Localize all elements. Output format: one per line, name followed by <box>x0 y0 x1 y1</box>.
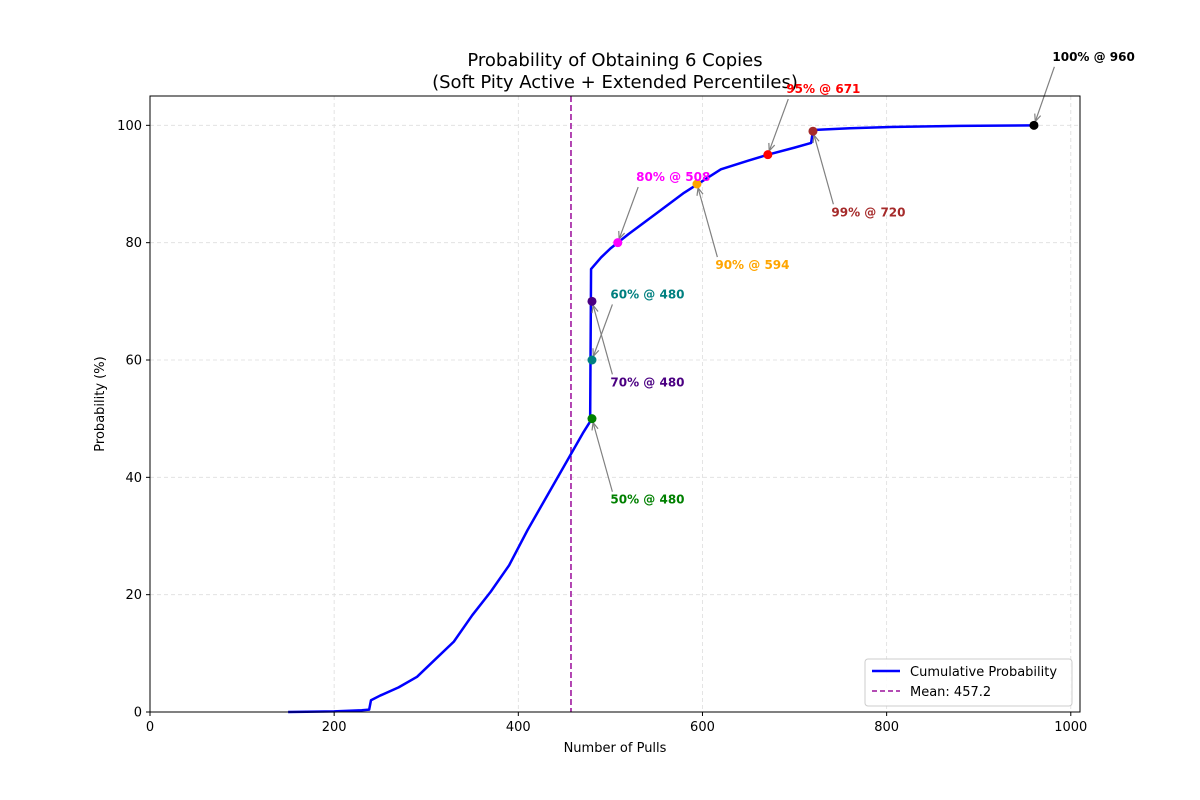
annotation-label: 90% @ 594 <box>715 258 789 272</box>
annotation-label: 50% @ 480 <box>610 493 684 507</box>
grid-lines <box>149 96 1080 713</box>
percentile-marker <box>587 414 597 424</box>
annotation-arrow <box>618 186 639 240</box>
annotation-markers <box>587 120 1039 424</box>
percentile-marker <box>587 355 597 365</box>
y-tick-label: 0 <box>134 706 142 721</box>
percentile-marker <box>1029 120 1039 130</box>
percentile-marker <box>692 179 702 189</box>
y-axis-label: Probability (%) <box>93 356 108 451</box>
x-tick-label: 600 <box>690 720 715 735</box>
chart-title-line2: (Soft Pity Active + Extended Percentiles… <box>432 72 798 93</box>
annotation-label: 95% @ 671 <box>786 82 860 96</box>
x-tick-label: 0 <box>146 720 154 735</box>
x-tick-label: 200 <box>322 720 347 735</box>
annotation-arrow <box>592 304 613 357</box>
annotation-arrow <box>592 305 613 375</box>
annotation-label: 99% @ 720 <box>831 205 905 219</box>
annotation-label: 100% @ 960 <box>1052 50 1134 64</box>
annotation-label: 60% @ 480 <box>610 287 684 301</box>
y-tick-label: 20 <box>125 588 142 603</box>
plot-frame <box>149 95 1081 713</box>
percentile-marker <box>587 296 597 306</box>
x-tick-label: 1000 <box>1054 720 1087 735</box>
annotation-arrow <box>697 187 718 258</box>
axis-ticks: 0 200 400 600 800 1000 0 20 40 60 80 100 <box>117 119 1087 735</box>
y-tick-label: 80 <box>125 236 142 251</box>
legend-box <box>864 658 1073 707</box>
legend-label-mean: Mean: 457.2 <box>910 685 991 700</box>
annotation-labels: 50% @ 480 60% @ 480 70% @ 480 80% @ 508 90% … <box>610 50 1134 507</box>
y-tick-label: 40 <box>125 471 142 486</box>
legend-label-series: Cumulative Probability <box>910 665 1057 680</box>
series-line-cumulative-probability <box>288 124 1034 714</box>
legend: Cumulative Probability Mean: 457.2 <box>864 658 1073 707</box>
y-tick-label: 100 <box>117 119 142 134</box>
annotation-arrow <box>592 422 613 492</box>
series-group <box>288 124 1034 714</box>
percentile-marker <box>613 238 623 248</box>
x-axis-label: Number of Pulls <box>564 741 667 756</box>
annotation-label: 80% @ 508 <box>636 170 710 184</box>
percentile-marker <box>763 150 773 160</box>
annotation-arrow <box>1034 66 1055 122</box>
x-tick-label: 400 <box>506 720 531 735</box>
annotation-arrow <box>813 134 834 205</box>
annotation-label: 70% @ 480 <box>610 375 684 389</box>
percentile-marker <box>808 126 818 136</box>
y-tick-label: 60 <box>125 354 142 369</box>
annotation-arrow <box>768 98 789 152</box>
x-tick-label: 800 <box>874 720 899 735</box>
chart-title-line1: Probability of Obtaining 6 Copies <box>467 50 762 71</box>
